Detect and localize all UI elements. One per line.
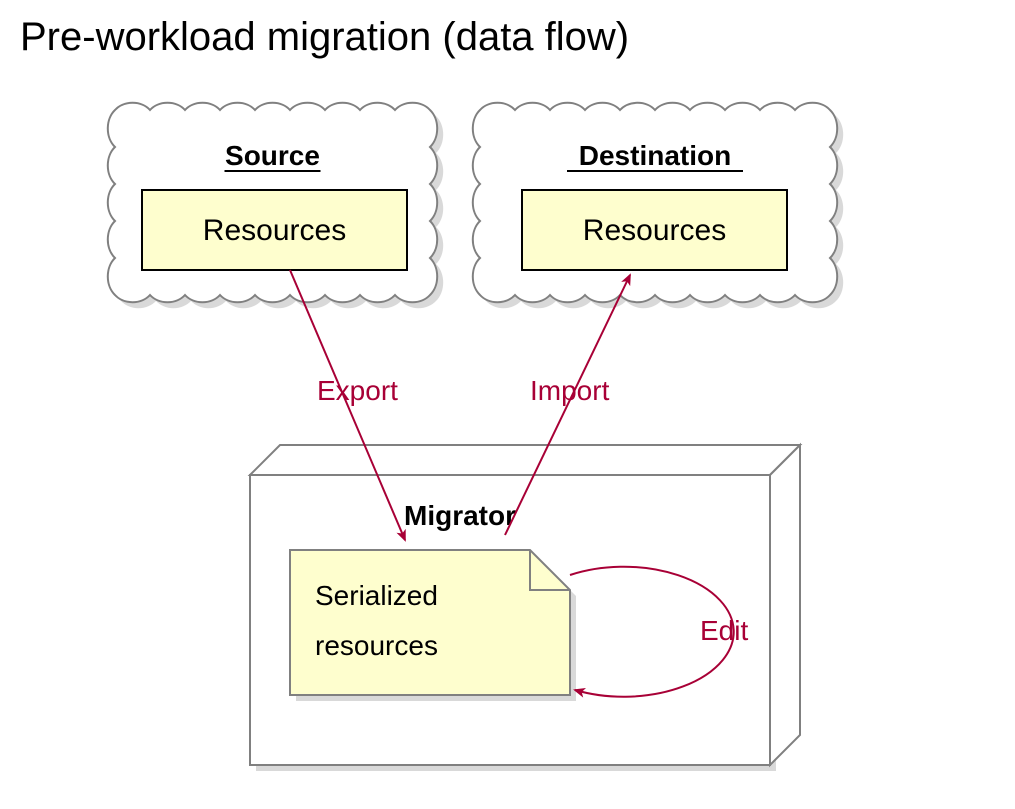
destination-cloud: Destination Resources — [473, 103, 843, 308]
source-cloud: Source Resources — [108, 103, 443, 308]
diagram-title: Pre-workload migration (data flow) — [20, 15, 629, 59]
edge-label-0: Export — [317, 375, 398, 406]
migrator-note-line1: Serialized — [315, 580, 438, 611]
destination-resources-label: Resources — [583, 214, 726, 247]
source-title: Source — [225, 140, 320, 171]
migrator-note-line2: resources — [315, 630, 438, 661]
source-resources-label: Resources — [203, 214, 346, 247]
destination-title: Destination — [579, 140, 731, 171]
edge-label-2: Edit — [700, 615, 748, 646]
edge-label-1: Import — [530, 375, 610, 406]
migrator-title: Migrator — [404, 500, 516, 531]
